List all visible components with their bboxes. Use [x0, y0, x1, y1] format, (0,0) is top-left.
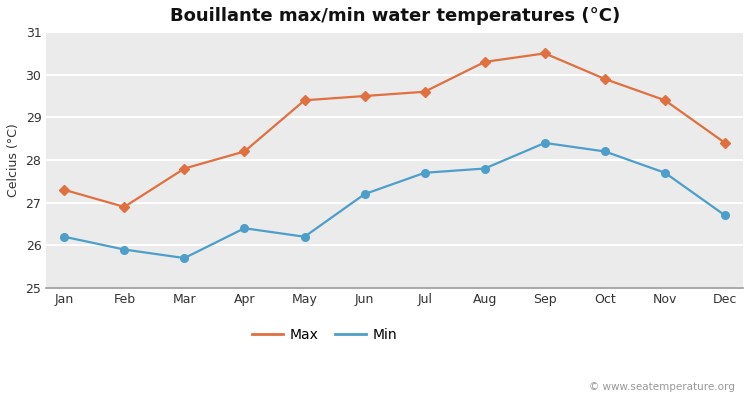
Y-axis label: Celcius (°C): Celcius (°C) — [7, 123, 20, 197]
Title: Bouillante max/min water temperatures (°C): Bouillante max/min water temperatures (°… — [170, 7, 620, 25]
Legend: Max, Min: Max, Min — [247, 322, 403, 348]
Text: © www.seatemperature.org: © www.seatemperature.org — [590, 382, 735, 392]
